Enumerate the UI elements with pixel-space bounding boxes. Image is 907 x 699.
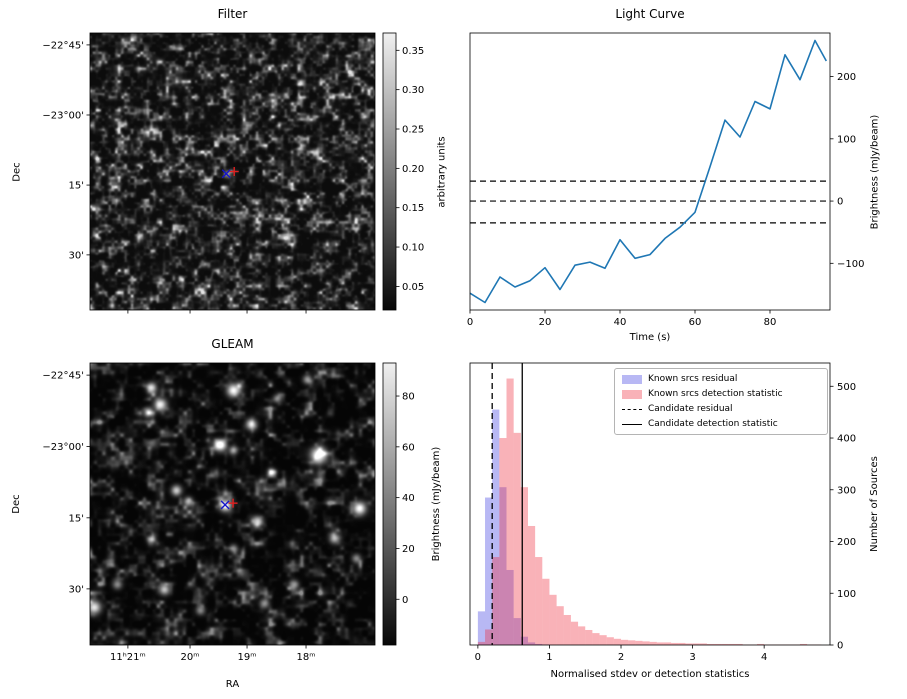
- svg-text:0: 0: [475, 652, 481, 663]
- svg-text:18ᵐ: 18ᵐ: [297, 652, 316, 663]
- svg-text:500: 500: [837, 382, 856, 393]
- legend-row-known-residual: Known srcs residual: [622, 373, 820, 385]
- gleam-xlabel: RA: [225, 679, 240, 690]
- svg-text:11ʰ21ᵐ: 11ʰ21ᵐ: [110, 652, 146, 663]
- svg-text:80: 80: [764, 317, 777, 328]
- light-curve-xlabel: Time (s): [629, 332, 671, 343]
- svg-text:20: 20: [402, 544, 415, 555]
- legend-row-candidate-detstat: Candidate detection statistic: [622, 418, 820, 430]
- svg-text:100: 100: [837, 589, 856, 600]
- svg-text:0: 0: [837, 197, 843, 208]
- gleam-colorbar: [383, 363, 396, 645]
- svg-text:0: 0: [467, 317, 473, 328]
- histogram-legend: Known srcs residual Known srcs detection…: [614, 368, 828, 435]
- svg-text:20: 20: [539, 317, 552, 328]
- svg-text:0.10: 0.10: [402, 243, 424, 254]
- legend-solid-line-sample: [622, 423, 642, 425]
- histogram-xlabel: Normalised stdev or detection statistics: [550, 669, 750, 680]
- svg-text:30': 30': [69, 584, 84, 595]
- legend-swatch-known-detstat: [622, 389, 642, 399]
- legend-label-known-residual: Known srcs residual: [648, 373, 738, 384]
- gleam-title: GLEAM: [211, 337, 254, 351]
- svg-text:40: 40: [614, 317, 627, 328]
- legend-row-known-detstat: Known srcs detection statistic: [622, 388, 820, 400]
- svg-text:60: 60: [402, 442, 415, 453]
- svg-text:19ᵐ: 19ᵐ: [238, 652, 257, 663]
- legend-label-candidate-detstat: Candidate detection statistic: [648, 418, 778, 429]
- gleam-image: [90, 363, 375, 645]
- svg-text:0.30: 0.30: [402, 85, 424, 96]
- svg-text:0.15: 0.15: [402, 203, 424, 214]
- svg-text:3: 3: [689, 652, 695, 663]
- svg-text:15': 15': [69, 513, 84, 524]
- svg-text:0: 0: [837, 641, 843, 652]
- svg-text:−22°45': −22°45': [42, 371, 84, 382]
- svg-text:0.35: 0.35: [402, 46, 424, 57]
- svg-text:200: 200: [837, 72, 856, 83]
- svg-text:400: 400: [837, 434, 856, 445]
- legend-dashed-line-sample: [622, 408, 642, 410]
- legend-row-candidate-residual: Candidate residual: [622, 403, 820, 415]
- gleam-colorbar-label: Brightness (mJy/beam): [431, 446, 442, 562]
- filter-title: Filter: [217, 7, 248, 21]
- svg-text:−23°00': −23°00': [42, 110, 84, 121]
- svg-text:0: 0: [402, 595, 408, 606]
- svg-text:300: 300: [837, 485, 856, 496]
- svg-text:0.05: 0.05: [402, 282, 424, 293]
- histogram-ylabel: Number of Sources: [869, 456, 880, 552]
- svg-text:100: 100: [837, 134, 856, 145]
- gleam-ylabel: Dec: [11, 494, 22, 514]
- svg-text:60: 60: [689, 317, 702, 328]
- filter-colorbar-label: arbitrary units: [436, 135, 447, 208]
- svg-text:40: 40: [402, 493, 415, 504]
- svg-text:2: 2: [618, 652, 624, 663]
- svg-text:−100: −100: [837, 259, 864, 270]
- filter-colorbar: [383, 33, 396, 310]
- svg-text:80: 80: [402, 392, 415, 403]
- light-curve-ylabel: Brightness (mJy/beam): [869, 114, 880, 229]
- legend-label-known-detstat: Known srcs detection statistic: [648, 388, 783, 399]
- light-curve-axes: 0 20 40 60 80 −100 0 100 200: [467, 32, 864, 328]
- svg-text:1: 1: [546, 652, 552, 663]
- svg-text:200: 200: [837, 537, 856, 548]
- legend-swatch-known-residual: [622, 374, 642, 384]
- filter-image: [90, 33, 375, 310]
- svg-text:−23°00': −23°00': [42, 442, 84, 453]
- svg-text:0.25: 0.25: [402, 125, 424, 136]
- svg-text:15': 15': [69, 181, 84, 192]
- svg-text:−22°45': −22°45': [42, 40, 84, 51]
- svg-text:30': 30': [69, 250, 84, 261]
- svg-text:0.20: 0.20: [402, 164, 424, 175]
- svg-text:20ᵐ: 20ᵐ: [181, 652, 200, 663]
- light-curve-title: Light Curve: [615, 7, 685, 21]
- filter-ylabel: Dec: [11, 161, 22, 182]
- svg-text:4: 4: [761, 652, 767, 663]
- legend-label-candidate-residual: Candidate residual: [648, 403, 733, 414]
